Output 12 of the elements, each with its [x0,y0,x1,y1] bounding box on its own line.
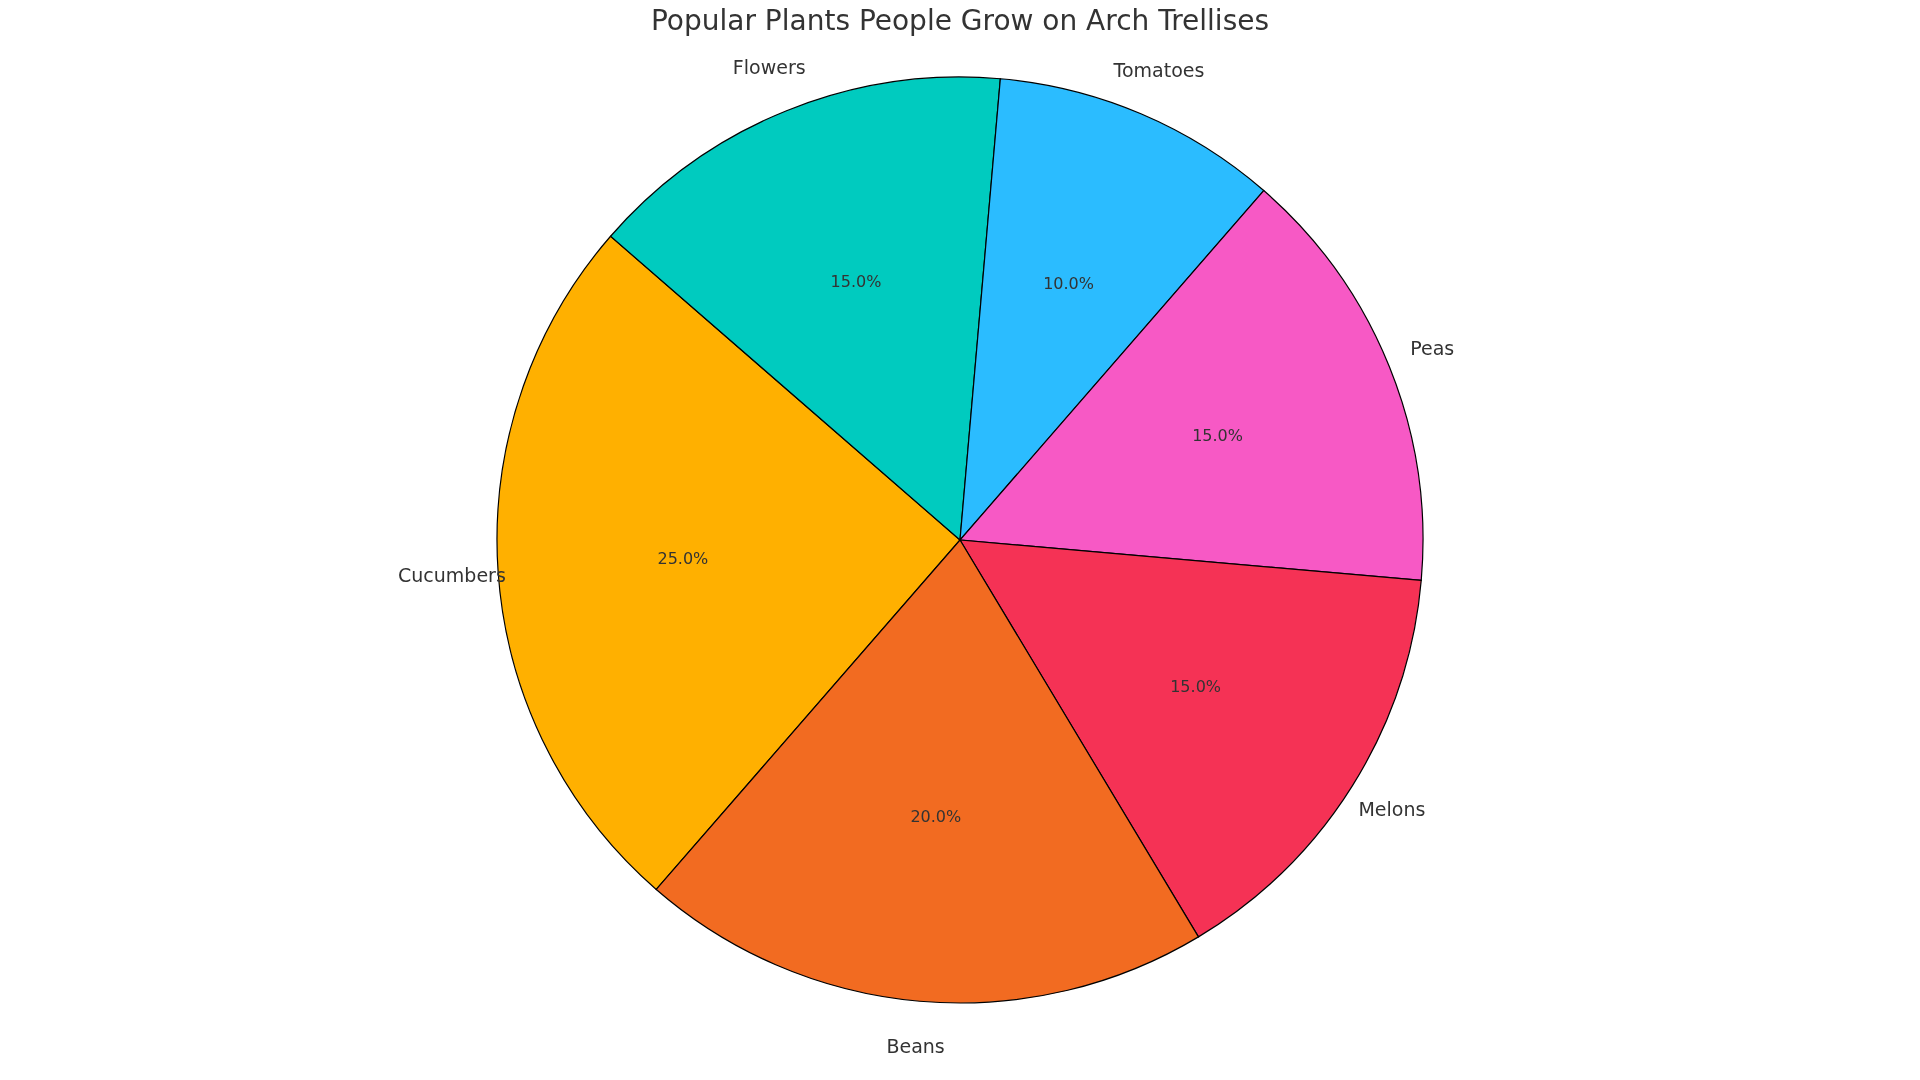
data-label: 25.0% [657,549,709,569]
data-label: 10.0% [1043,274,1094,294]
data-label: 15.0% [830,272,882,292]
slice-label: Tomatoes [1112,59,1205,82]
data-label: 15.0% [1170,677,1221,697]
slice-label: Beans [886,1035,945,1058]
data-label: 20.0% [910,806,962,826]
chart-title: Popular Plants People Grow on Arch Trellises [650,4,1270,37]
slice-label: Flowers [732,55,806,78]
data-label: 15.0% [1192,425,1243,445]
slice-label: Peas [1410,337,1455,360]
slice-label: Melons [1358,797,1426,820]
